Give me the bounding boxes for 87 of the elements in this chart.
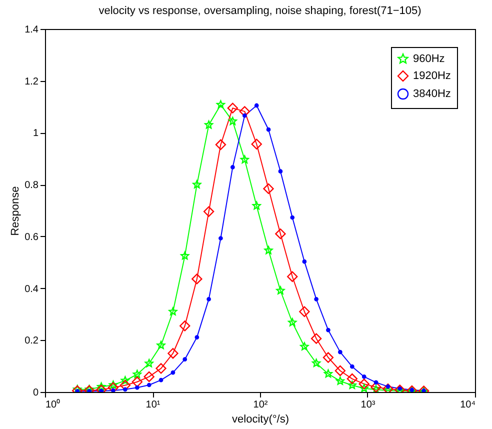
point bbox=[334, 365, 346, 376]
point bbox=[276, 286, 285, 294]
point bbox=[215, 139, 226, 150]
point bbox=[180, 251, 190, 260]
point bbox=[299, 306, 310, 317]
point bbox=[227, 102, 238, 114]
point bbox=[168, 348, 178, 359]
point bbox=[326, 328, 330, 332]
point bbox=[132, 376, 143, 388]
point bbox=[123, 387, 128, 392]
point bbox=[374, 380, 378, 385]
point bbox=[288, 318, 297, 326]
x-axis-title: velocity(°/s) bbox=[232, 414, 289, 426]
point bbox=[120, 376, 130, 384]
point bbox=[263, 183, 274, 194]
legend-label: 960Hz bbox=[413, 53, 445, 65]
point bbox=[310, 333, 322, 344]
point bbox=[156, 340, 166, 350]
point bbox=[254, 103, 259, 108]
point bbox=[266, 127, 271, 132]
legend-label: 1920Hz bbox=[413, 70, 451, 82]
y-tick-label: 0 bbox=[32, 388, 39, 398]
point bbox=[275, 228, 286, 240]
y-tick-label: 0.4 bbox=[24, 284, 39, 295]
point bbox=[338, 350, 342, 354]
chart-title: velocity vs response, oversampling, noise shaping, forest(71−105) bbox=[98, 5, 422, 17]
point bbox=[156, 363, 166, 374]
point bbox=[251, 138, 262, 150]
point bbox=[170, 370, 176, 375]
point bbox=[108, 382, 119, 392]
point bbox=[180, 320, 190, 332]
point bbox=[144, 371, 154, 382]
point bbox=[146, 382, 152, 388]
x-tick-label: 10¹ bbox=[146, 400, 161, 410]
point bbox=[362, 374, 366, 379]
point bbox=[218, 236, 223, 240]
x-tick-label: 10⁴ bbox=[460, 400, 476, 410]
y-tick-label: 1.4 bbox=[24, 24, 39, 36]
legend-label: 3840Hz bbox=[413, 88, 451, 100]
point bbox=[158, 378, 164, 382]
y-tick-label: 0.8 bbox=[24, 180, 39, 192]
y-tick-label: 0.6 bbox=[24, 232, 39, 243]
point bbox=[312, 358, 321, 367]
point bbox=[346, 373, 358, 384]
point bbox=[264, 246, 273, 254]
y-tick-label: 1.2 bbox=[24, 76, 39, 88]
point bbox=[358, 378, 370, 390]
point bbox=[372, 385, 380, 392]
point bbox=[168, 307, 178, 316]
point bbox=[206, 297, 211, 302]
point bbox=[240, 155, 249, 164]
point bbox=[194, 335, 200, 340]
point bbox=[278, 169, 283, 174]
point bbox=[302, 259, 307, 264]
point bbox=[350, 364, 354, 369]
x-tick-label: 10² bbox=[253, 400, 268, 410]
point bbox=[132, 370, 142, 378]
point bbox=[204, 120, 214, 129]
point bbox=[108, 380, 118, 389]
point bbox=[182, 357, 188, 362]
point bbox=[203, 206, 214, 217]
point bbox=[314, 297, 318, 302]
point bbox=[336, 376, 344, 385]
point bbox=[230, 165, 235, 170]
point bbox=[111, 388, 116, 392]
point bbox=[370, 382, 382, 392]
point bbox=[239, 106, 250, 117]
point bbox=[134, 385, 140, 390]
point bbox=[228, 116, 237, 126]
point bbox=[216, 100, 225, 108]
y-tick-label: 0.2 bbox=[24, 336, 39, 347]
point bbox=[252, 201, 261, 210]
point bbox=[192, 180, 202, 188]
point bbox=[322, 352, 334, 363]
x-tick-label: 10⁰ bbox=[46, 398, 61, 410]
point bbox=[360, 384, 368, 392]
x-tick-label: 10³ bbox=[360, 400, 376, 410]
point bbox=[300, 342, 309, 350]
point bbox=[144, 359, 154, 368]
point bbox=[242, 113, 247, 118]
point bbox=[287, 271, 298, 282]
y-axis-title: Response bbox=[10, 186, 22, 236]
point bbox=[348, 380, 356, 389]
point bbox=[192, 274, 202, 284]
point bbox=[290, 215, 295, 220]
y-tick-label: 1 bbox=[32, 128, 39, 140]
point bbox=[324, 369, 332, 378]
